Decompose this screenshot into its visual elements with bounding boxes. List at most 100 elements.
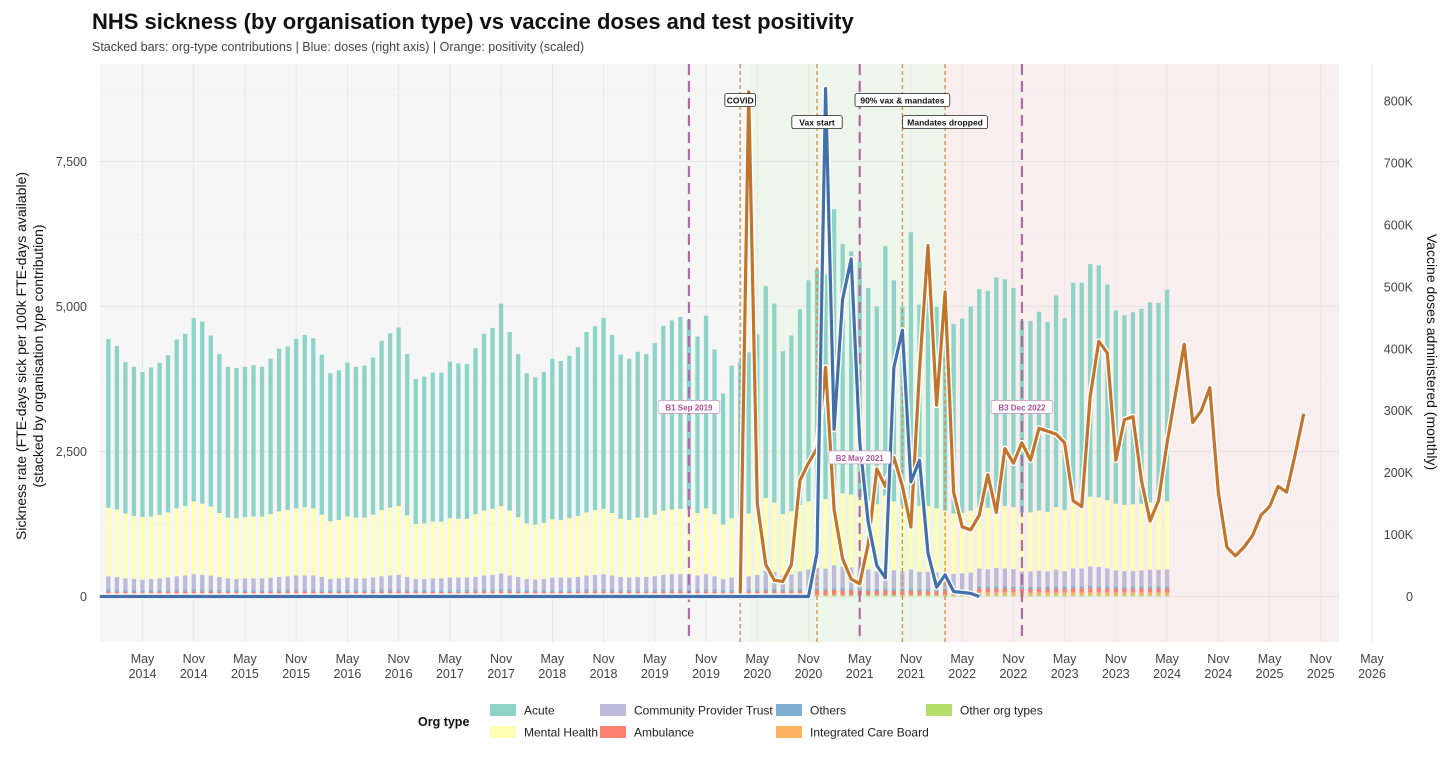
bar-segment bbox=[1096, 265, 1101, 498]
bar-segment bbox=[498, 522, 504, 574]
bar-segment bbox=[379, 589, 384, 592]
bar-group bbox=[396, 327, 401, 597]
bar-segment bbox=[174, 526, 179, 577]
bar-segment bbox=[550, 577, 555, 590]
bar-segment bbox=[601, 508, 606, 525]
bar-segment bbox=[1164, 588, 1170, 593]
bar-segment bbox=[575, 576, 581, 590]
bar-segment bbox=[1028, 523, 1033, 572]
bar-segment bbox=[780, 591, 786, 596]
bar-segment bbox=[268, 577, 273, 590]
bar-group bbox=[960, 318, 965, 597]
bar-segment bbox=[883, 590, 888, 596]
bar-segment bbox=[516, 517, 521, 530]
x-tick-label: Nov bbox=[1105, 652, 1128, 666]
bar-segment bbox=[396, 327, 401, 507]
bar-segment bbox=[345, 362, 350, 517]
bar-segment bbox=[208, 575, 213, 590]
bar-group bbox=[276, 348, 282, 597]
bar-segment bbox=[456, 363, 461, 519]
bar-segment bbox=[387, 589, 393, 592]
bar-segment bbox=[524, 523, 529, 534]
bar-segment bbox=[268, 530, 273, 578]
bar-segment bbox=[396, 591, 401, 596]
bar-segment bbox=[977, 588, 982, 593]
bar-segment bbox=[1088, 595, 1093, 597]
bar-segment bbox=[259, 578, 265, 590]
bar-segment bbox=[1011, 586, 1016, 589]
bar-segment bbox=[1053, 588, 1059, 593]
bar-segment bbox=[567, 591, 572, 596]
bar-segment bbox=[720, 590, 726, 593]
bar-segment bbox=[345, 516, 350, 532]
y-tick-label: 2,500 bbox=[56, 445, 87, 459]
x-tick-label: May bbox=[745, 652, 769, 666]
bar-segment bbox=[217, 576, 222, 590]
bar-group bbox=[652, 343, 657, 597]
bar-segment bbox=[524, 533, 529, 579]
bar-segment bbox=[1062, 592, 1067, 596]
bar-group bbox=[1062, 318, 1067, 597]
bar-segment bbox=[387, 507, 393, 527]
bar-segment bbox=[1011, 588, 1016, 593]
bar-segment bbox=[242, 531, 248, 579]
bar-segment bbox=[353, 532, 359, 579]
bar-segment bbox=[473, 589, 478, 592]
bar-segment bbox=[609, 575, 615, 590]
bar-segment bbox=[1062, 588, 1067, 593]
y-tick-label: 5,000 bbox=[56, 300, 87, 314]
bar-segment bbox=[276, 348, 282, 512]
bar-segment bbox=[831, 587, 837, 590]
bar-segment bbox=[985, 586, 990, 589]
bar-group bbox=[430, 372, 435, 597]
bar-segment bbox=[234, 518, 239, 534]
bar-segment bbox=[328, 578, 333, 590]
bar-group bbox=[635, 351, 640, 597]
bar-segment bbox=[592, 525, 598, 575]
x-tick-label: 2015 bbox=[282, 667, 310, 681]
bar-segment bbox=[1164, 289, 1170, 502]
bar-segment bbox=[148, 516, 154, 533]
bar-segment bbox=[524, 589, 529, 592]
bar-segment bbox=[268, 358, 273, 515]
bar-segment bbox=[1071, 516, 1076, 569]
bar-segment bbox=[1156, 588, 1161, 593]
bar-segment bbox=[481, 589, 487, 592]
bar-segment bbox=[413, 524, 418, 535]
y-axis-subtitle: (stacked by organisation type contributi… bbox=[30, 224, 46, 487]
bar-segment bbox=[242, 578, 248, 590]
bar-segment bbox=[729, 577, 734, 590]
bar-segment bbox=[618, 591, 623, 596]
bar-segment bbox=[1130, 521, 1136, 572]
x-tick-label: May bbox=[1155, 652, 1179, 666]
bar-group bbox=[131, 366, 137, 597]
bar-segment bbox=[148, 367, 154, 517]
bar-group bbox=[985, 290, 990, 597]
bar-segment bbox=[1139, 592, 1144, 596]
bar-group bbox=[259, 366, 265, 597]
bar-segment bbox=[968, 572, 973, 590]
bar-segment bbox=[678, 508, 683, 525]
bar-group bbox=[473, 348, 478, 597]
bar-segment bbox=[1130, 312, 1136, 505]
bar-group bbox=[601, 318, 606, 597]
bar-segment bbox=[114, 345, 120, 510]
bar-group bbox=[669, 320, 675, 597]
bar-segment bbox=[1147, 595, 1153, 597]
bar-segment bbox=[1071, 588, 1076, 593]
bar-segment bbox=[891, 517, 897, 571]
bar-segment bbox=[635, 351, 640, 518]
bar-segment bbox=[934, 595, 939, 597]
bar-segment bbox=[772, 588, 777, 591]
bar-segment bbox=[422, 523, 427, 535]
legend-label: Mental Health bbox=[524, 726, 598, 740]
bar-segment bbox=[1028, 512, 1033, 524]
bar-segment bbox=[994, 595, 999, 597]
bar-segment bbox=[627, 519, 632, 532]
bar-segment bbox=[430, 533, 435, 579]
bar-segment bbox=[106, 338, 111, 508]
bar-segment bbox=[1156, 595, 1161, 597]
bar-segment bbox=[840, 243, 845, 494]
bar-group bbox=[183, 333, 188, 597]
